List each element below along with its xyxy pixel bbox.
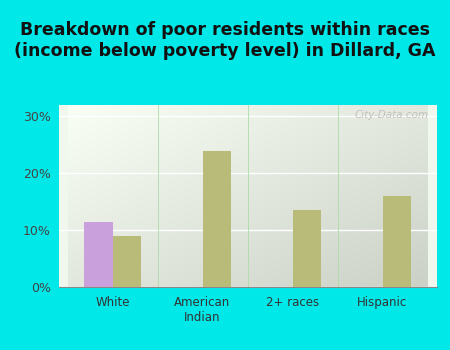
Text: Breakdown of poor residents within races
(income below poverty level) in Dillard: Breakdown of poor residents within races… <box>14 21 436 60</box>
Bar <box>202 150 231 287</box>
Bar <box>382 196 411 287</box>
Text: City-Data.com: City-Data.com <box>355 111 429 120</box>
Bar <box>292 210 321 287</box>
Bar <box>84 222 112 287</box>
Bar <box>112 236 141 287</box>
